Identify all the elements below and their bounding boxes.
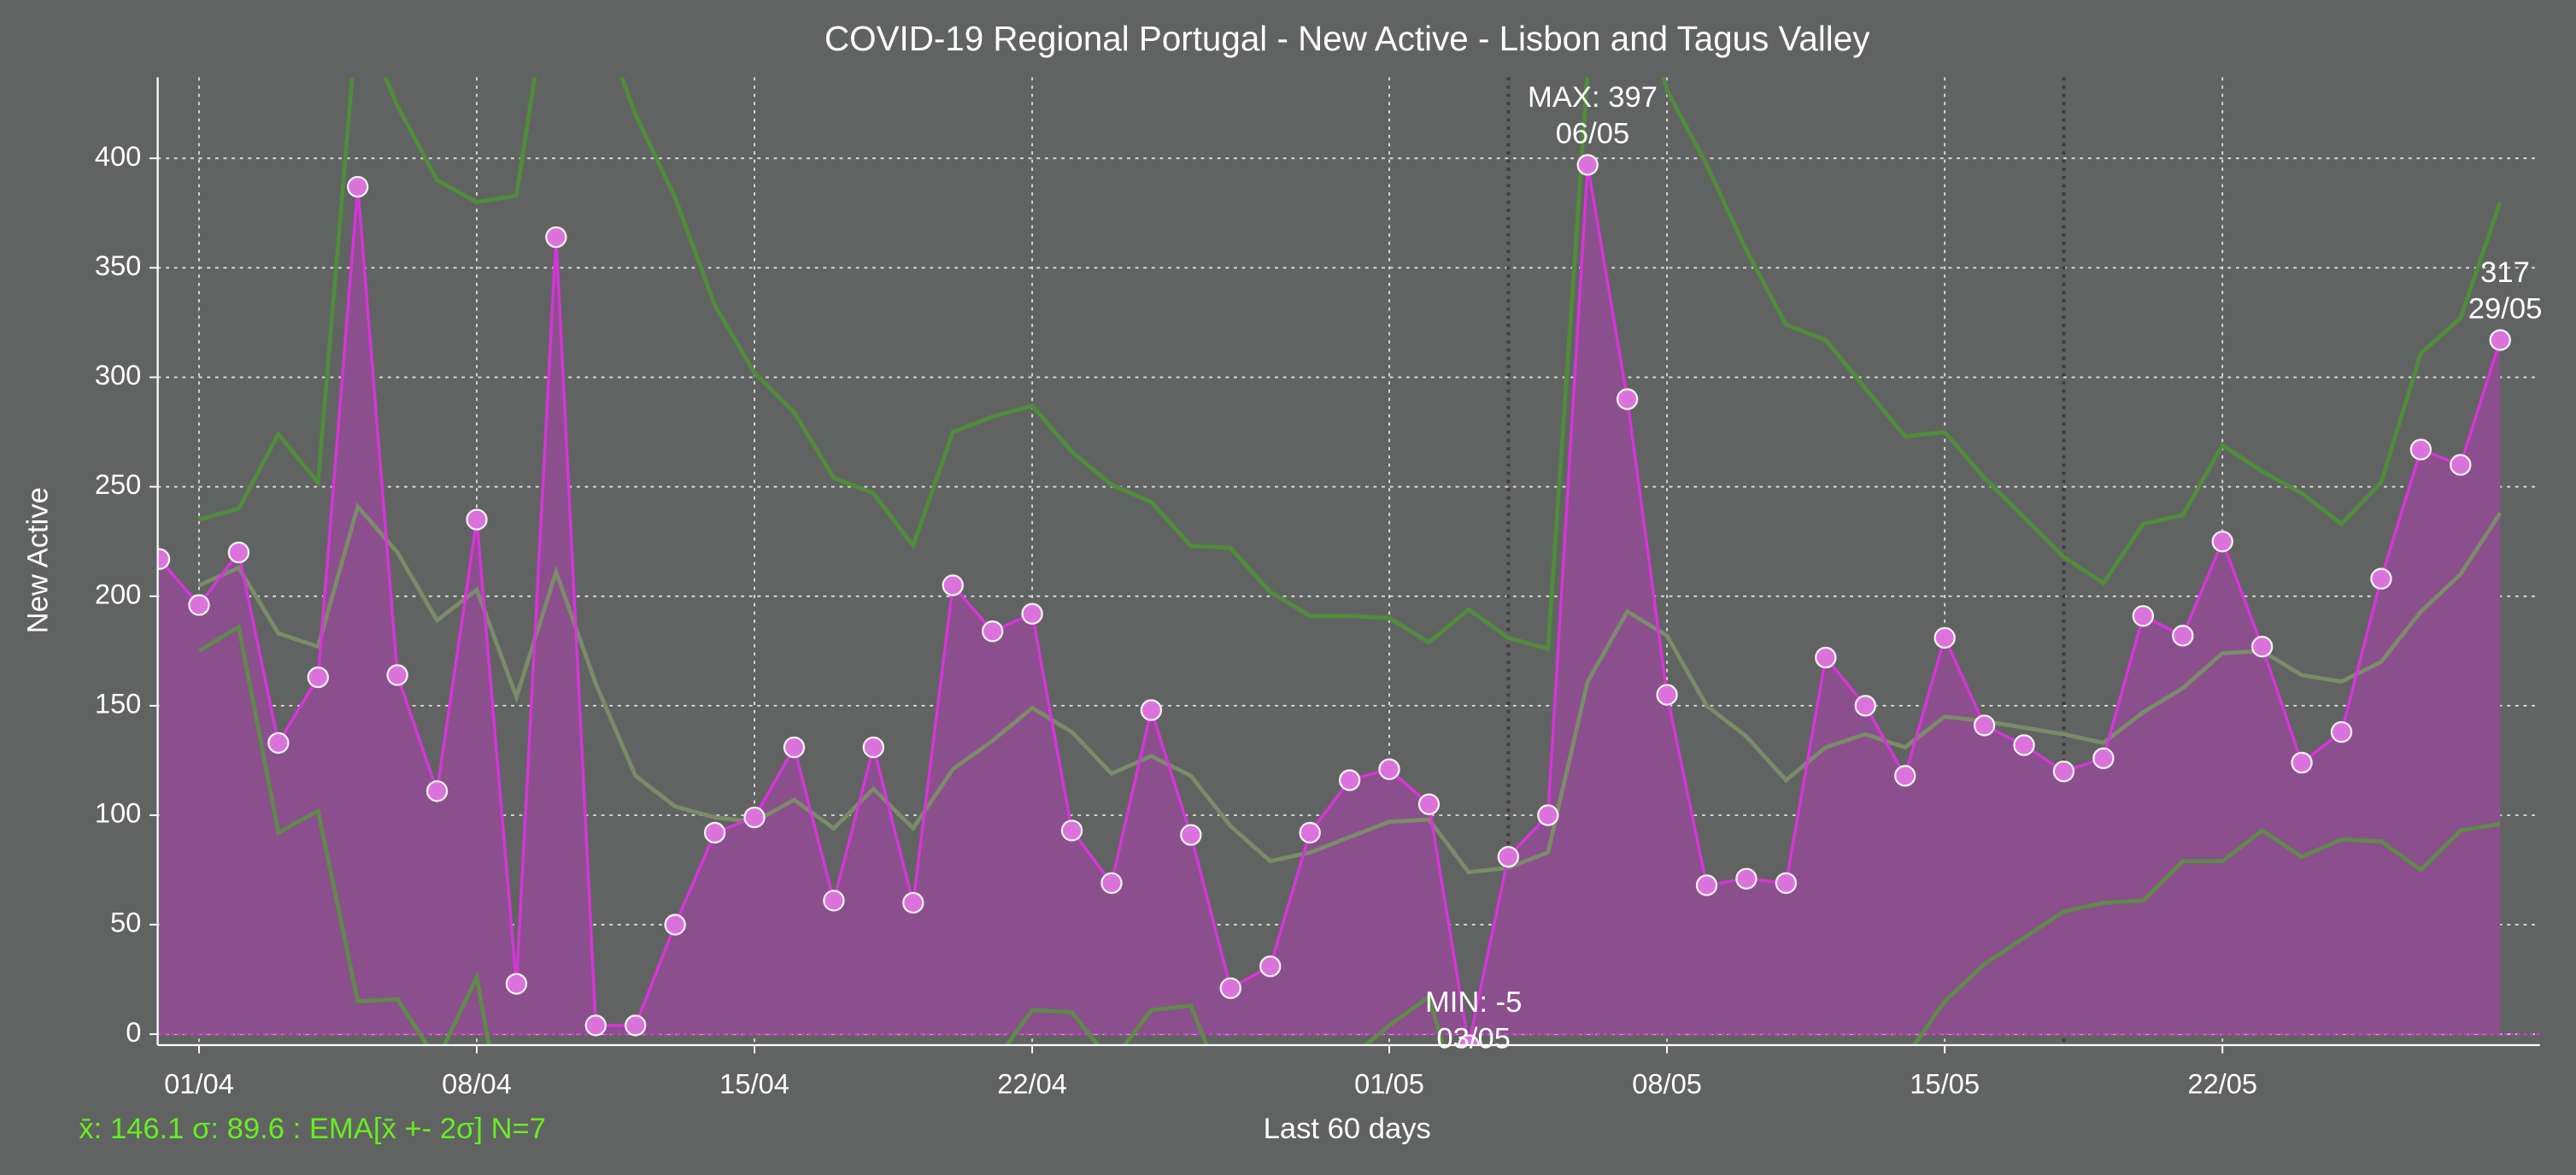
data-point xyxy=(703,821,726,844)
data-point xyxy=(1775,872,1798,895)
annotation: MIN: -5 xyxy=(1425,986,1522,1019)
band-line xyxy=(197,502,2503,875)
data-point xyxy=(2052,761,2075,783)
data-point xyxy=(2092,747,2115,770)
data-point xyxy=(1060,820,1083,842)
data-point xyxy=(1695,874,1718,896)
x-tick-label: 22/04 xyxy=(997,1068,1067,1100)
data-point xyxy=(2013,734,2035,756)
data-point xyxy=(347,175,369,198)
y-tick-label: 50 xyxy=(110,907,141,938)
x-tick-label: 22/05 xyxy=(2187,1068,2257,1100)
band-line xyxy=(198,77,2503,652)
x-tick-label: 15/04 xyxy=(719,1068,789,1100)
data-line xyxy=(158,164,2502,1046)
annotation: 317 xyxy=(2480,256,2530,289)
x-tick-label: 08/04 xyxy=(442,1068,512,1100)
data-point xyxy=(1219,977,1241,1000)
data-point xyxy=(386,664,408,686)
y-tick-label: 300 xyxy=(95,359,142,391)
data-point xyxy=(1180,824,1202,846)
data-point xyxy=(425,780,449,802)
y-tick-label: 250 xyxy=(95,468,142,500)
data-point xyxy=(1417,793,1441,815)
data-point xyxy=(227,541,250,564)
data-point xyxy=(2291,751,2313,774)
data-point xyxy=(267,731,290,755)
data-point xyxy=(1973,714,1996,737)
data-point xyxy=(1021,602,1043,625)
data-point xyxy=(1894,765,1916,787)
data-point xyxy=(307,666,329,689)
data-point xyxy=(2409,438,2432,461)
y-axis-label: New Active xyxy=(21,487,54,633)
data-point xyxy=(1378,758,1400,780)
data-point xyxy=(981,620,1004,643)
y-tick-label: 350 xyxy=(95,250,142,281)
y-tick-label: 200 xyxy=(95,578,142,609)
data-point xyxy=(2370,567,2392,590)
annotation: 29/05 xyxy=(2468,292,2543,325)
data-point xyxy=(1338,769,1361,791)
data-point xyxy=(1259,955,1282,978)
data-point xyxy=(2211,530,2233,553)
data-point xyxy=(188,594,210,616)
data-point xyxy=(1735,867,1757,890)
x-tick-label: 01/05 xyxy=(1354,1068,1424,1100)
x-tick-label: 08/05 xyxy=(1632,1068,1702,1100)
chart-title: COVID-19 Regional Portugal - New Active … xyxy=(824,19,1870,58)
x-tick-label: 15/05 xyxy=(1910,1068,1980,1100)
y-tick-label: 150 xyxy=(95,687,142,719)
data-point xyxy=(2330,720,2353,743)
data-point xyxy=(743,806,766,829)
annotation: MAX: 397 xyxy=(1528,81,1658,114)
data-point xyxy=(783,736,806,759)
data-point xyxy=(1458,1034,1480,1046)
area-fill xyxy=(159,164,2501,1046)
data-point xyxy=(466,508,488,531)
data-point xyxy=(902,891,924,914)
data-point xyxy=(942,574,964,596)
data-point xyxy=(505,972,528,995)
data-point xyxy=(584,1014,607,1037)
overlay: 0 50 100 150 200 250 300 350 400 01/04 08/04 15/04 2… xyxy=(95,77,2543,1100)
footnote: x̄: 146.1 σ: 89.6 : EMA[x̄ +- 2σ] N=7 xyxy=(79,1113,546,1145)
y-tick-label: 400 xyxy=(95,140,142,172)
data-point xyxy=(1933,626,1956,649)
data-point xyxy=(1616,388,1639,410)
data-point xyxy=(1815,646,1837,669)
data-point xyxy=(1140,699,1163,721)
data-point xyxy=(1854,695,1876,717)
data-point xyxy=(157,548,171,570)
data-point xyxy=(1537,804,1559,826)
x-axis-label: Last 60 days xyxy=(1264,1113,1431,1145)
data-point xyxy=(1497,845,1520,868)
x-tick-label: 01/04 xyxy=(164,1068,234,1100)
data-point xyxy=(2489,329,2511,351)
y-tick-label: 100 xyxy=(95,797,142,829)
data-point xyxy=(2250,635,2274,658)
annotation: 03/05 xyxy=(1436,1022,1511,1055)
data-point xyxy=(1656,684,1678,706)
data-point xyxy=(2172,625,2194,647)
annotation: 06/05 xyxy=(1556,117,1630,150)
plot-area xyxy=(157,77,2540,1046)
data-point xyxy=(664,914,686,936)
data-point xyxy=(625,1014,647,1037)
data-point xyxy=(1299,821,1321,844)
data-point xyxy=(1100,872,1123,895)
data-point xyxy=(823,890,845,912)
data-point xyxy=(862,736,885,759)
data-point xyxy=(2132,605,2155,627)
data-point xyxy=(545,226,567,249)
band-line xyxy=(197,623,2501,1046)
data-point xyxy=(1576,154,1599,176)
data-point xyxy=(2450,454,2472,476)
y-tick-label: 0 xyxy=(126,1016,141,1048)
